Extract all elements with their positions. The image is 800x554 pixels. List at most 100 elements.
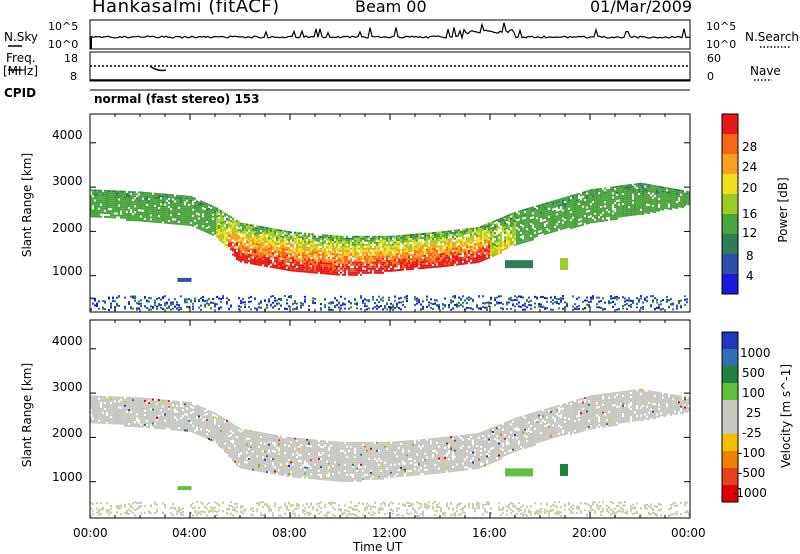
clutter-cell: [596, 296, 598, 299]
data-cell: [430, 242, 432, 245]
data-cell: [128, 217, 130, 219]
data-cell: [362, 249, 364, 252]
data-cell: [354, 261, 356, 264]
clutter-cell: [260, 300, 262, 303]
data-cell: [530, 233, 532, 235]
data-cell: [486, 249, 488, 252]
clutter-cell: [626, 302, 628, 305]
data-cell: [394, 237, 396, 240]
data-cell: [344, 241, 346, 244]
data-cell: [386, 255, 388, 258]
data-cell: [96, 211, 98, 214]
data-cell: [448, 242, 450, 245]
data-cell: [116, 210, 118, 213]
data-cell: [360, 243, 362, 246]
clutter-cell: [428, 304, 430, 307]
data-cell: [572, 214, 574, 217]
clutter-cell: [508, 298, 510, 301]
data-cell: [614, 214, 616, 217]
data-cell: [150, 194, 152, 197]
data-cell: [576, 213, 578, 216]
clutter-cell: [240, 302, 242, 305]
data-cell: [100, 211, 102, 214]
data-cell: [586, 222, 588, 225]
data-cell: [640, 206, 642, 209]
clutter-cell: [372, 307, 374, 310]
clutter-cell: [308, 308, 310, 311]
data-cell: [542, 223, 544, 226]
data-cell: [268, 261, 270, 264]
clutter-cell: [278, 308, 280, 310]
data-cell: [328, 252, 330, 255]
data-cell: [182, 195, 184, 198]
data-cell: [606, 207, 608, 210]
data-cell: [404, 256, 406, 259]
data-cell: [332, 249, 334, 252]
data-cell: [230, 230, 232, 233]
data-cell: [554, 219, 556, 222]
clutter-cell: [564, 306, 566, 308]
data-cell: [496, 241, 498, 244]
data-cell: [232, 225, 234, 228]
data-cell: [430, 240, 432, 243]
clutter-cell: [364, 305, 366, 308]
data-cell: [474, 247, 476, 250]
data-cell: [188, 217, 190, 220]
data-cell: [612, 198, 614, 201]
clutter-cell: [172, 303, 174, 306]
data-cell: [236, 244, 238, 246]
data-cell: [560, 204, 562, 207]
clutter-cell: [572, 308, 574, 311]
clutter-cell: [356, 307, 358, 310]
clutter-cell: [632, 300, 634, 303]
data-cell: [600, 192, 602, 194]
data-cell: [232, 223, 234, 226]
data-cell: [230, 242, 232, 245]
data-cell: [490, 245, 492, 248]
data-cell: [292, 267, 294, 270]
data-cell: [342, 251, 344, 254]
data-cell: [292, 237, 294, 240]
data-cell: [196, 218, 198, 221]
data-cell: [196, 204, 198, 207]
data-cell: [414, 245, 416, 248]
data-cell: [308, 259, 310, 261]
data-cell: [188, 201, 190, 204]
data-cell: [442, 259, 444, 262]
data-cell: [608, 192, 610, 195]
data-cell: [210, 230, 212, 233]
data-cell: [284, 246, 286, 249]
data-cell: [622, 185, 624, 187]
data-cell: [274, 240, 276, 243]
data-cell: [472, 257, 474, 260]
data-cell: [534, 213, 536, 216]
data-cell: [254, 247, 256, 249]
data-cell: [526, 222, 528, 225]
data-cell: [372, 267, 374, 270]
data-cell: [118, 214, 120, 217]
data-cell: [374, 249, 376, 252]
data-cell: [434, 239, 436, 242]
data-cell: [596, 206, 598, 209]
data-cell: [578, 212, 580, 215]
data-cell: [466, 254, 468, 257]
data-cell: [338, 253, 340, 256]
data-cell: [392, 257, 394, 260]
data-cell: [570, 199, 572, 202]
data-cell: [638, 206, 640, 209]
data-cell: [150, 210, 152, 213]
data-cell: [532, 208, 534, 211]
data-cell: [122, 204, 124, 207]
data-cell: [224, 244, 226, 247]
data-cell: [166, 211, 168, 214]
data-cell: [342, 261, 344, 264]
clutter-cell: [420, 308, 422, 311]
clutter-cell: [290, 296, 292, 299]
data-cell: [614, 206, 616, 209]
data-cell: [276, 230, 278, 233]
data-cell: [260, 246, 262, 249]
data-cell: [476, 255, 478, 258]
data-cell: [396, 245, 398, 248]
data-cell: [250, 230, 252, 233]
data-cell: [210, 216, 212, 219]
